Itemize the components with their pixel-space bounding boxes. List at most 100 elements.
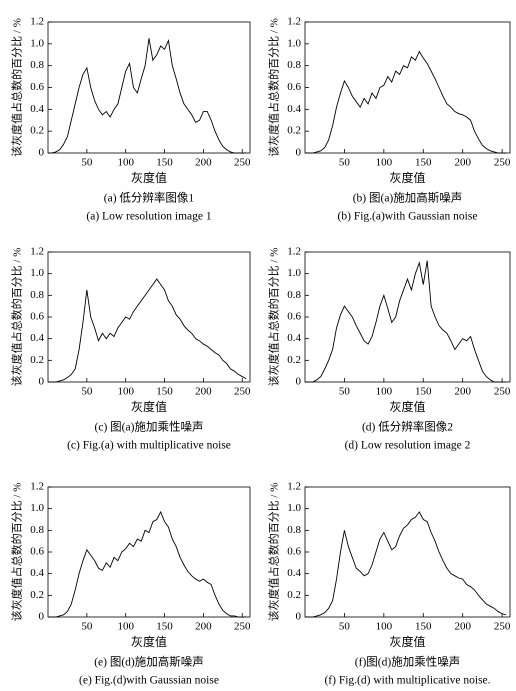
panel: 0 0.2 0.4 0.6 0.8 1.0 1.2 50 100 150 200 250 灰度值 (d) … [267, 246, 511, 452]
y-tick-label: 1.0 [30, 37, 44, 49]
x-tick-label: 250 [234, 386, 251, 398]
y-tick-label: 0.8 [287, 289, 301, 301]
histogram-line [305, 260, 507, 383]
caption-en: (d) Low resolution image 2 [345, 440, 471, 452]
y-tick-label: 0.6 [287, 311, 301, 323]
y-tick-label: 0.8 [30, 59, 44, 71]
y-tick-label: 0 [39, 147, 45, 159]
y-axis-label: 该灰度值占总数的百分比 / % [267, 483, 281, 622]
y-tick-label: 0.4 [287, 332, 301, 344]
y-tick-label: 0.8 [30, 289, 44, 301]
y-tick-label: 0.2 [287, 125, 301, 137]
y-tick-label: 1.2 [287, 246, 301, 258]
x-tick-label: 250 [234, 157, 251, 169]
x-tick-label: 200 [454, 157, 471, 169]
y-tick-label: 0.8 [287, 524, 301, 536]
y-tick-label: 1.0 [287, 502, 301, 514]
panel: 0 0.2 0.4 0.6 0.8 1.0 1.2 50 100 150 200 250 灰度值 (b) … [267, 16, 511, 223]
x-tick-label: 200 [454, 621, 471, 633]
x-axis-label: 灰度值 [389, 634, 425, 649]
plot-frame [304, 486, 511, 618]
y-axis-label: 该灰度值占总数的百分比 / % [267, 248, 281, 387]
caption-cn: (f)图(d)施加乘性噪声 [355, 655, 460, 669]
x-axis-label: 灰度值 [131, 170, 167, 185]
y-tick-label: 0 [296, 611, 302, 623]
x-tick-label: 50 [81, 621, 93, 633]
y-tick-label: 0.6 [287, 81, 301, 93]
y-tick-label: 0.2 [287, 589, 301, 601]
y-axis-label: 该灰度值占总数的百分比 / % [10, 248, 24, 387]
x-tick-label: 100 [376, 157, 393, 169]
caption-cn: (e) 图(d)施加高斯噪声 [94, 655, 204, 669]
plot-frame [47, 21, 251, 154]
plot-frame [47, 486, 251, 618]
x-tick-label: 100 [376, 621, 393, 633]
x-tick-label: 250 [494, 386, 511, 398]
x-tick-label: 200 [454, 386, 471, 398]
x-tick-label: 150 [156, 386, 173, 398]
y-tick-label: 0.4 [287, 103, 301, 115]
y-tick-label: 1.2 [30, 246, 44, 258]
panel: 0 0.2 0.4 0.6 0.8 1.0 1.2 50 100 150 200 250 灰度值 (c) … [10, 246, 251, 452]
histogram-line [48, 38, 247, 154]
x-axis-label: 灰度值 [389, 170, 425, 185]
y-tick-label: 1.2 [287, 16, 301, 28]
caption-cn: (c) 图(a)施加乘性噪声 [95, 420, 204, 434]
x-tick-label: 250 [234, 621, 251, 633]
caption-en: (f) Fig.(d) with multiplicative noise. [324, 675, 490, 687]
x-axis-label: 灰度值 [131, 634, 167, 649]
x-tick-label: 250 [494, 621, 511, 633]
x-tick-label: 100 [376, 386, 393, 398]
y-tick-label: 0.4 [287, 567, 301, 579]
caption-en: (a) Low resolution image 1 [86, 211, 211, 223]
x-tick-label: 100 [117, 157, 134, 169]
y-tick-label: 0 [39, 611, 45, 623]
x-tick-label: 50 [81, 386, 93, 398]
y-tick-label: 0.8 [287, 59, 301, 71]
x-tick-label: 50 [339, 386, 351, 398]
x-tick-label: 250 [494, 157, 511, 169]
y-tick-label: 0.2 [30, 589, 44, 601]
histogram-line [305, 50, 507, 154]
y-tick-label: 0.6 [287, 546, 301, 558]
x-axis-label: 灰度值 [131, 399, 167, 414]
y-tick-label: 0 [296, 376, 302, 388]
caption-en: (c) Fig.(a) with multiplicative noise [67, 440, 231, 452]
y-tick-label: 0.2 [287, 354, 301, 366]
y-tick-label: 0.6 [30, 81, 44, 93]
y-axis-label: 该灰度值占总数的百分比 / % [267, 18, 281, 157]
panel: 0 0.2 0.4 0.6 0.8 1.0 1.2 50 100 150 200 250 灰度值 (a) … [10, 16, 251, 223]
y-tick-label: 1.2 [287, 481, 301, 493]
x-tick-label: 150 [156, 621, 173, 633]
caption-cn: (d) 低分辨率图像2 [362, 420, 453, 434]
histogram-line [48, 510, 247, 618]
caption-cn: (a) 低分辨率图像1 [104, 191, 195, 205]
y-tick-label: 0.2 [30, 125, 44, 137]
y-tick-label: 1.2 [30, 481, 44, 493]
y-tick-label: 1.0 [30, 267, 44, 279]
x-tick-label: 50 [339, 621, 351, 633]
y-tick-label: 0.8 [30, 524, 44, 536]
x-tick-label: 100 [117, 386, 134, 398]
plot-frame [304, 21, 511, 154]
y-tick-label: 0 [39, 376, 45, 388]
x-tick-label: 150 [415, 386, 432, 398]
panel: 0 0.2 0.4 0.6 0.8 1.0 1.2 50 100 150 200 250 灰度值 (f)图… [267, 481, 511, 687]
x-tick-label: 200 [195, 621, 212, 633]
y-tick-label: 0.4 [30, 103, 44, 115]
x-tick-label: 200 [195, 157, 212, 169]
x-tick-label: 100 [117, 621, 134, 633]
x-tick-label: 50 [339, 157, 351, 169]
histogram-line [305, 511, 507, 618]
x-axis-label: 灰度值 [389, 399, 425, 414]
y-tick-label: 0.4 [30, 567, 44, 579]
y-tick-label: 0.6 [30, 546, 44, 558]
caption-cn: (b) 图(a)施加高斯噪声 [353, 191, 463, 205]
y-tick-label: 1.0 [30, 502, 44, 514]
x-tick-label: 150 [156, 157, 173, 169]
caption-en: (e) Fig.(d)with Gaussian noise [79, 675, 219, 687]
y-tick-label: 1.0 [287, 37, 301, 49]
x-tick-label: 50 [81, 157, 93, 169]
y-tick-label: 1.0 [287, 267, 301, 279]
y-tick-label: 0.6 [30, 311, 44, 323]
